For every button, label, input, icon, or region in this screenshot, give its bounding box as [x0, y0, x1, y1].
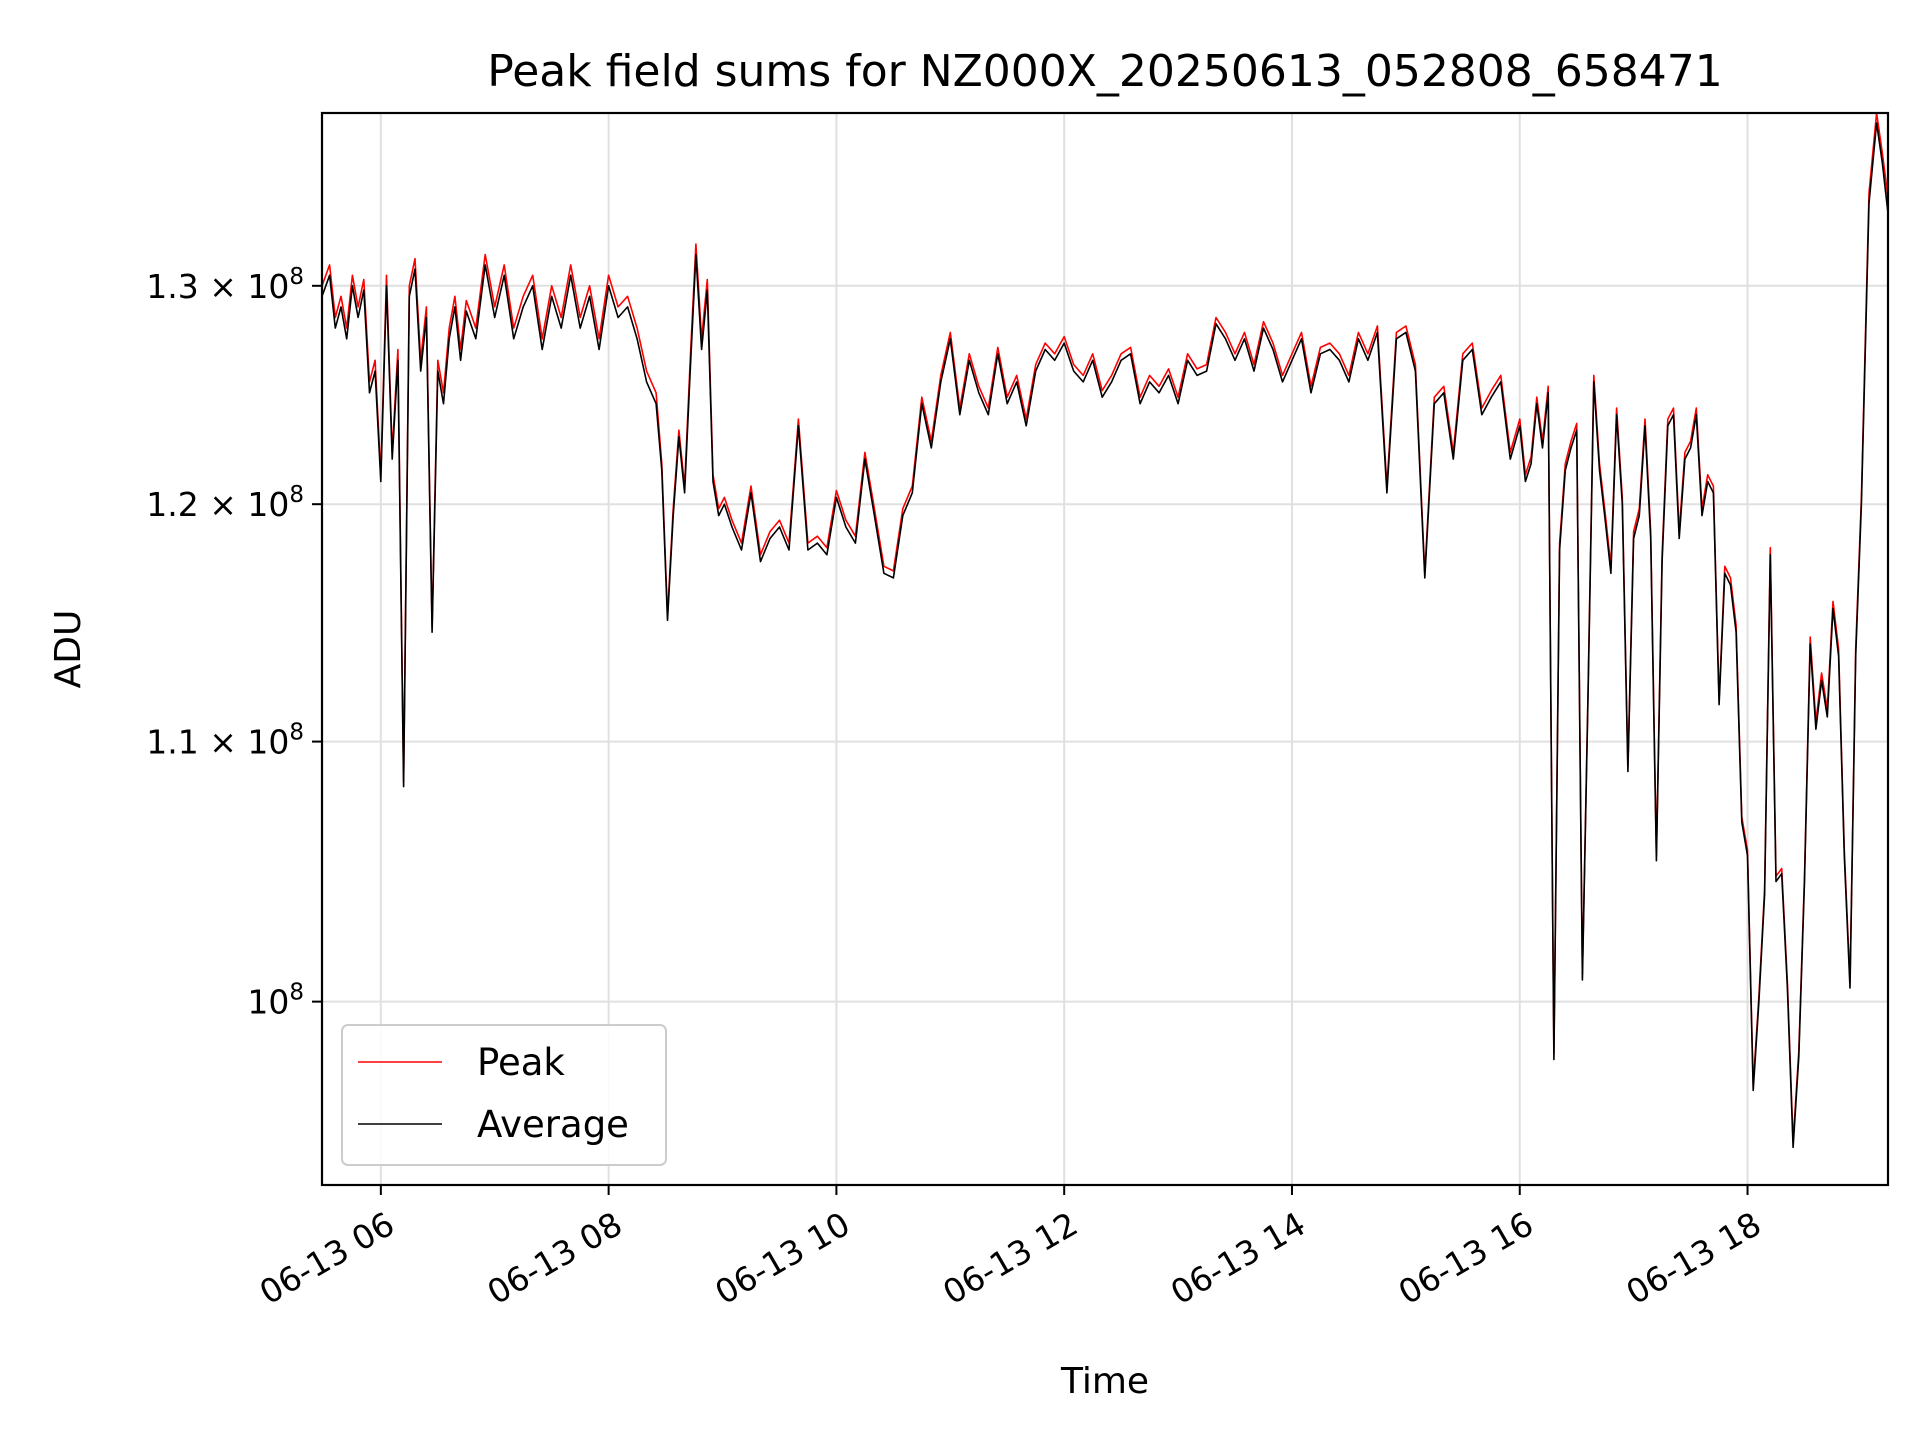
- chart-title: Peak field sums for NZ000X_20250613_0528…: [487, 46, 1723, 97]
- y-tick-label: 108: [247, 980, 304, 1022]
- x-axis-label: Time: [1060, 1361, 1149, 1402]
- legend: Peak Average: [341, 1024, 667, 1166]
- plot-frame: [320, 111, 1890, 1187]
- y-tick-label: 1.1 × 108: [146, 720, 304, 762]
- series-line-peak: [322, 113, 1888, 1143]
- y-tick-label: 1.2 × 108: [146, 482, 304, 524]
- series-layer: [322, 113, 1888, 1149]
- y-tick-label: 1.3 × 108: [146, 264, 304, 306]
- y-axis: 108 1.1 × 108 1.2 × 108 1.3 × 108: [146, 264, 322, 1022]
- legend-label-average: Average: [477, 1103, 629, 1146]
- legend-frame: [341, 1024, 667, 1166]
- series-line-average: [322, 122, 1888, 1149]
- y-axis-label: ADU: [48, 610, 89, 689]
- legend-label-peak: Peak: [477, 1041, 565, 1084]
